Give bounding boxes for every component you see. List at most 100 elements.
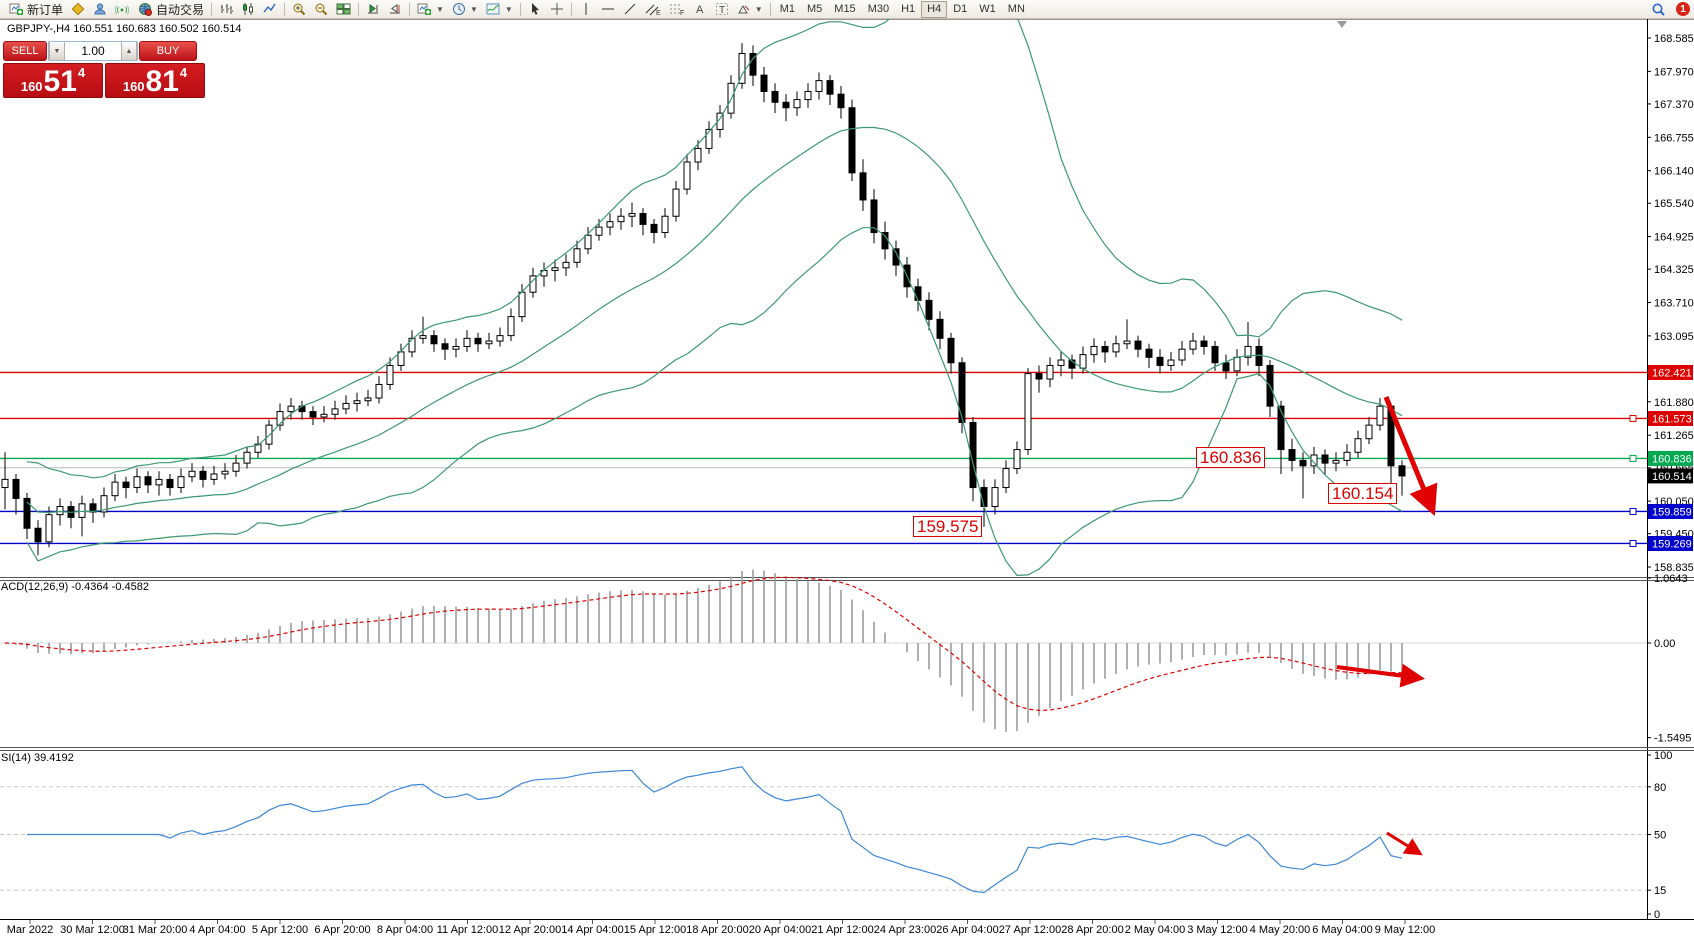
new-chart-button[interactable]: ▼ (413, 1, 448, 18)
svg-text:6 Apr 20:00: 6 Apr 20:00 (314, 924, 370, 936)
ask-price-prefix: 160 (122, 79, 145, 94)
toolbar-separator (570, 2, 572, 16)
chart-shift-icon[interactable] (384, 1, 406, 18)
bid-price-sup: 4 (77, 65, 86, 80)
crosshair-tool-icon[interactable] (546, 1, 568, 18)
chart-shift-marker (1337, 21, 1347, 28)
volume-value[interactable]: 1.00 (81, 44, 105, 58)
toolbar-separator (211, 2, 213, 16)
search-icon[interactable] (1647, 1, 1670, 18)
cursor-tool-icon[interactable] (524, 1, 546, 18)
period-clock-button[interactable]: ▼ (448, 1, 482, 18)
timeframe-button-M5[interactable]: M5 (807, 2, 823, 15)
svg-text:50: 50 (1654, 830, 1666, 842)
chevron-down-icon: ▼ (436, 4, 444, 14)
timeframe-button-W1[interactable]: W1 (979, 2, 996, 15)
toolbar-separator (409, 2, 411, 16)
svg-text:15 Apr 12:00: 15 Apr 12:00 (624, 924, 686, 936)
notification-badge[interactable]: 1 (1676, 2, 1690, 16)
tile-windows-icon[interactable] (332, 1, 355, 18)
label-tool-icon[interactable]: T (711, 1, 733, 18)
svg-text:E: E (656, 10, 661, 16)
svg-text:12 Apr 20:00: 12 Apr 20:00 (499, 924, 561, 936)
volume-increase-button[interactable]: ▲ (121, 42, 137, 60)
new-order-label: 新订单 (27, 2, 64, 17)
timeframe-bar: M1 M5 M15 M30 H1 H4 D1 W1 MN (774, 0, 1031, 18)
new-order-button[interactable]: 新订单 (4, 1, 67, 18)
equidistant-channel-tool-icon[interactable]: E (641, 1, 665, 18)
trendline-tool-icon[interactable] (619, 1, 641, 18)
svg-text:9 May 12:00: 9 May 12:00 (1375, 924, 1436, 936)
svg-text:20 Apr 04:00: 20 Apr 04:00 (749, 924, 811, 936)
candlestick-mode-icon[interactable] (237, 1, 259, 18)
svg-text:11 Apr 12:00: 11 Apr 12:00 (437, 924, 499, 936)
toolbar-separator (358, 2, 360, 16)
svg-text:Mar 2022: Mar 2022 (7, 924, 53, 936)
price-annotation[interactable]: 159.575 (913, 516, 983, 537)
market-watch-icon[interactable] (67, 1, 89, 18)
svg-text:161.573: 161.573 (1652, 413, 1692, 425)
timeframe-button-MN[interactable]: MN (1007, 2, 1025, 15)
volume-stepper: ▼ 1.00 ▲ (48, 41, 138, 61)
volume-decrease-button[interactable]: ▼ (49, 42, 65, 60)
svg-text:5 Apr 12:00: 5 Apr 12:00 (252, 924, 308, 936)
profile-icon[interactable] (89, 1, 111, 18)
chevron-down-icon: ▼ (504, 4, 513, 14)
svg-text:0.00: 0.00 (1654, 638, 1675, 650)
toolbar-separator (769, 2, 771, 16)
auto-trading-icon (137, 2, 153, 17)
svg-text:31 Mar 20:00: 31 Mar 20:00 (123, 924, 188, 936)
indicators-button[interactable]: ▼ (482, 1, 517, 18)
trend-arrow (1336, 663, 1425, 688)
svg-text:159.269: 159.269 (1652, 538, 1692, 550)
svg-text:30 Mar 12:00: 30 Mar 12:00 (60, 924, 125, 936)
svg-text:4 May 20:00: 4 May 20:00 (1250, 924, 1311, 936)
svg-text:F: F (680, 10, 684, 16)
svg-text:80: 80 (1654, 782, 1666, 794)
toolbar-separator (284, 2, 286, 16)
sell-button[interactable]: SELL (3, 41, 47, 61)
timeframe-button-M30[interactable]: M30 (867, 2, 890, 15)
svg-text:167.370: 167.370 (1654, 99, 1694, 111)
svg-text:21 Apr 12:00: 21 Apr 12:00 (811, 924, 873, 936)
svg-text:-1.5495: -1.5495 (1654, 733, 1691, 745)
svg-text:A: A (696, 4, 704, 16)
bid-price-box[interactable]: 160 51 4 (3, 63, 103, 98)
timeframe-button-M15[interactable]: M15 (834, 2, 856, 15)
vertical-line-tool-icon[interactable] (575, 1, 597, 18)
svg-text:4 Apr 04:00: 4 Apr 04:00 (189, 924, 245, 936)
signal-icon[interactable] (111, 1, 133, 18)
bar-chart-mode-icon[interactable] (215, 1, 237, 18)
buy-button[interactable]: BUY (139, 41, 197, 61)
zoom-out-icon[interactable] (310, 1, 332, 18)
toolbar-separator (519, 2, 521, 16)
svg-text:18 Apr 20:00: 18 Apr 20:00 (686, 924, 748, 936)
svg-text:26 Apr 04:00: 26 Apr 04:00 (936, 924, 998, 936)
one-click-trading-panel: SELL ▼ 1.00 ▲ BUY 160 51 4 160 81 4 (3, 41, 205, 98)
zoom-in-icon[interactable] (288, 1, 310, 18)
horizontal-line-tool-icon[interactable] (597, 1, 619, 18)
price-annotation[interactable]: 160.154 (1328, 483, 1398, 504)
svg-text:27 Apr 12:00: 27 Apr 12:00 (999, 924, 1061, 936)
line-chart-mode-icon[interactable] (259, 1, 281, 18)
timeframe-button-D1[interactable]: D1 (953, 2, 968, 15)
price-annotation[interactable]: 160.836 (1196, 447, 1266, 468)
timeframe-button-H1[interactable]: H1 (901, 2, 916, 15)
svg-text:160.514: 160.514 (1652, 471, 1692, 483)
text-tool-icon[interactable]: A (689, 1, 711, 18)
chevron-down-icon: ▼ (754, 4, 763, 14)
svg-text:163.710: 163.710 (1654, 298, 1694, 310)
svg-text:164.925: 164.925 (1654, 232, 1694, 244)
timeframe-button-M1[interactable]: M1 (779, 2, 795, 15)
auto-scroll-icon[interactable] (362, 1, 384, 18)
auto-trading-button[interactable]: 自动交易 (133, 1, 208, 18)
fibonacci-tool-icon[interactable]: F (665, 1, 689, 18)
timeframe-button-H4[interactable]: H4 (921, 0, 948, 18)
svg-text:161.265: 161.265 (1654, 430, 1694, 442)
ask-price-box[interactable]: 160 81 4 (105, 63, 205, 98)
ask-price-sup: 4 (179, 65, 188, 80)
svg-text:160.836: 160.836 (1652, 453, 1692, 465)
shapes-tool-button[interactable]: ▼ (733, 1, 767, 18)
